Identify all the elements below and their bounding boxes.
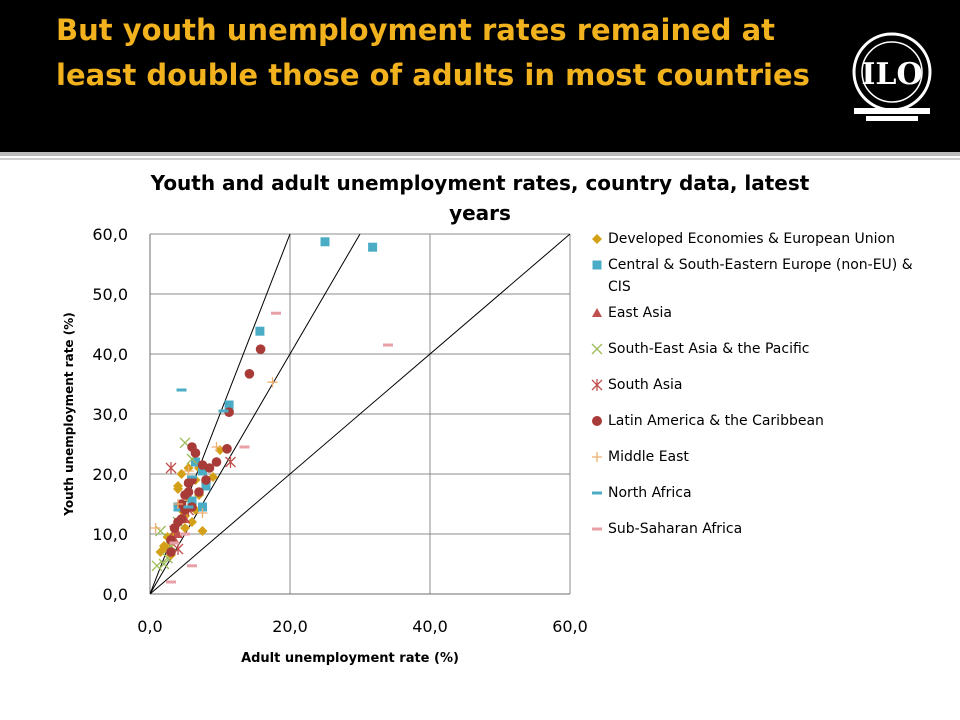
legend-label: South-East Asia & the Pacific	[608, 341, 810, 357]
legend-label: Middle East	[608, 449, 689, 465]
chart-title: Youth and adult unemployment rates, coun…	[150, 171, 810, 225]
data-point-series-5	[194, 487, 204, 497]
legend-marker-icon	[591, 343, 603, 355]
data-point-series-1	[368, 242, 378, 252]
data-point-series-6	[197, 508, 208, 518]
legend-marker-icon	[591, 379, 603, 391]
data-point-series-5	[222, 444, 232, 454]
data-point-series-2	[173, 529, 183, 538]
data-point-series-8	[166, 580, 176, 584]
data-point-series-7	[183, 505, 194, 509]
data-point-series-1	[187, 496, 197, 506]
data-point-series-5	[244, 369, 255, 379]
legend-marker-icon	[592, 527, 602, 531]
data-point-series-1	[198, 502, 207, 512]
data-point-series-1	[198, 466, 207, 476]
legend-item: North Africa	[590, 482, 920, 504]
data-point-series-7	[187, 475, 197, 479]
data-point-series-1	[255, 326, 265, 336]
data-point-series-0	[180, 523, 190, 533]
y-tick-label: 0,0	[103, 585, 128, 604]
legend-marker-icon	[592, 452, 602, 462]
data-point-series-0	[187, 517, 197, 527]
legend-marker-icon	[592, 491, 602, 495]
data-point-series-8	[180, 532, 190, 536]
legend-marker-icon	[592, 260, 602, 270]
y-tick-label: 10,0	[92, 525, 128, 544]
data-point-series-7	[218, 409, 229, 413]
header-divider	[0, 152, 960, 156]
data-point-series-4	[225, 456, 236, 468]
y-tick-label: 30,0	[92, 405, 128, 424]
ilo-logo-text: ILO	[861, 57, 922, 92]
x-tick-label: 60,0	[552, 617, 588, 636]
data-point-series-5	[197, 460, 208, 470]
data-point-series-5	[183, 487, 194, 497]
legend-item: South-East Asia & the Pacific	[590, 338, 920, 360]
data-point-series-5	[187, 442, 197, 452]
data-point-series-0	[173, 484, 183, 494]
data-point-series-8	[239, 445, 250, 449]
data-point-series-8	[187, 564, 197, 568]
legend-label: North Africa	[608, 485, 692, 501]
legend-label: South Asia	[608, 377, 683, 393]
x-tick-label: 40,0	[412, 617, 448, 636]
legend-label: Sub-Saharan Africa	[608, 521, 743, 537]
y-tick-label: 40,0	[92, 345, 128, 364]
data-point-series-8	[271, 311, 281, 315]
y-tick-label: 20,0	[92, 465, 128, 484]
slide-header	[0, 0, 960, 152]
x-tick-label: 20,0	[272, 617, 308, 636]
data-point-series-6	[211, 442, 222, 452]
legend-label: Developed Economies & European Union	[608, 231, 895, 247]
data-point-series-5	[211, 457, 222, 467]
chart-legend: Developed Economies & European Union Cent…	[590, 228, 920, 540]
data-point-series-6	[173, 499, 183, 509]
x-axis-label: Adult unemployment rate (%)	[241, 651, 459, 666]
data-point-series-4	[165, 462, 177, 474]
legend-item: Latin America & the Caribbean	[590, 410, 920, 432]
legend-item: East Asia	[590, 302, 920, 324]
x-tick-label: 0,0	[137, 617, 162, 636]
legend-item: Sub-Saharan Africa	[590, 518, 920, 540]
data-point-series-7	[176, 388, 187, 392]
data-point-series-5	[169, 523, 180, 533]
y-axis-label: Youth unemployment rate (%)	[62, 312, 76, 517]
legend-item: South Asia	[590, 374, 920, 396]
data-point-series-3	[151, 560, 163, 572]
data-point-series-0	[197, 526, 208, 536]
legend-marker-icon	[592, 416, 602, 426]
legend-marker-icon	[592, 308, 602, 317]
legend-item: Central & South-Eastern Europe (non-EU) …	[590, 254, 920, 298]
header-divider-thin	[0, 158, 960, 160]
legend-label: Latin America & the Caribbean	[608, 413, 824, 429]
data-point-series-5	[166, 547, 176, 557]
legend-item: Middle East	[590, 446, 920, 468]
data-point-series-6	[183, 466, 194, 476]
data-point-series-6	[150, 523, 161, 533]
data-point-series-5	[201, 475, 211, 485]
legend-label: East Asia	[608, 305, 672, 321]
data-point-series-6	[267, 377, 278, 388]
data-point-series-8	[169, 541, 180, 545]
data-point-series-5	[255, 344, 266, 355]
ilo-logo: ILO	[852, 32, 932, 121]
slide-title: But youth unemployment rates remained at…	[56, 13, 810, 92]
data-point-series-8	[383, 343, 393, 347]
legend-item: Developed Economies & European Union	[590, 228, 920, 250]
legend-label: Central & South-Eastern Europe (non-EU) …	[608, 257, 913, 295]
data-point-series-3	[158, 558, 170, 570]
y-tick-label: 60,0	[92, 225, 128, 244]
data-point-series-1	[201, 481, 211, 491]
data-point-series-1	[224, 400, 234, 410]
y-tick-label: 50,0	[92, 285, 128, 304]
legend-marker-icon	[592, 234, 602, 244]
data-point-series-1	[320, 237, 330, 247]
reference-line-1x	[150, 234, 570, 594]
